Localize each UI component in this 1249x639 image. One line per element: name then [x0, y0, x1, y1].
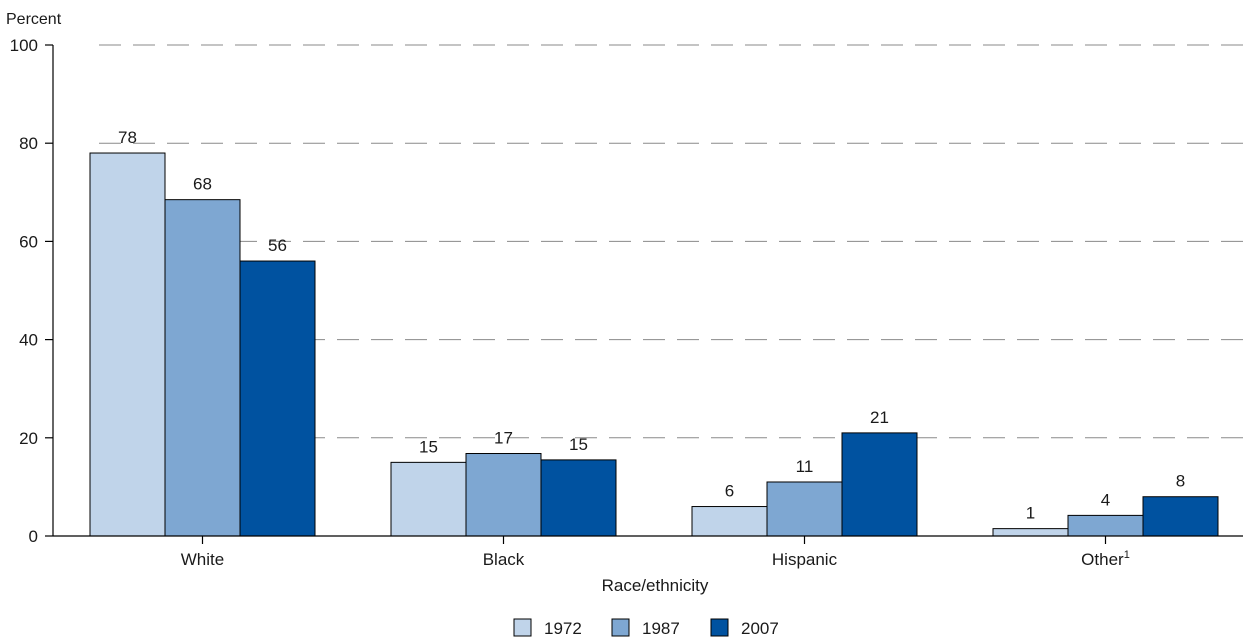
- x-tick-label-other: Other1: [1081, 549, 1130, 569]
- bar-hispanic-1972: [691, 506, 768, 537]
- data-label-white-1987: 68: [193, 175, 212, 194]
- bar-other-2007: [1142, 496, 1219, 537]
- x-tick-label-hispanic: Hispanic: [772, 550, 838, 569]
- y-tick-label-60: 60: [19, 232, 38, 251]
- data-label-hispanic-1987: 11: [796, 457, 814, 476]
- legend-swatch-1987: [611, 618, 630, 637]
- bar-white-1987: [164, 199, 241, 537]
- legend-swatch-1972: [513, 618, 532, 637]
- data-label-white-1972: 78: [118, 128, 137, 147]
- bars: [89, 152, 1219, 537]
- y-tick-label-100: 100: [10, 36, 38, 55]
- legend-label-1987: 1987: [642, 619, 680, 638]
- x-tick-label-black: Black: [483, 550, 525, 569]
- data-label-black-1987: 17: [494, 429, 513, 448]
- data-label-other-1987: 4: [1101, 490, 1110, 509]
- data-label-other-2007: 8: [1176, 472, 1185, 491]
- bar-black-2007: [540, 459, 617, 537]
- legend-swatch-2007: [710, 618, 729, 637]
- bar-other-1987: [1067, 514, 1144, 537]
- legend-label-1972: 1972: [544, 619, 582, 638]
- y-axis-label: Percent: [6, 11, 62, 28]
- y-tick-label-80: 80: [19, 134, 38, 153]
- bar-black-1972: [390, 461, 467, 537]
- bar-other-1972: [992, 528, 1069, 537]
- bar-white-1972: [89, 152, 166, 537]
- footnote-marker: 1: [1124, 549, 1130, 561]
- data-label-hispanic-1972: 6: [725, 482, 734, 501]
- axes: [45, 44, 1243, 544]
- bar-black-1987: [465, 453, 542, 537]
- data-label-black-1972: 15: [419, 437, 438, 456]
- y-tick-label-0: 0: [29, 527, 38, 546]
- x-axis-label: Race/ethnicity: [602, 576, 709, 595]
- legend: 1972 1987 2007: [513, 618, 779, 638]
- y-tick-label-20: 20: [19, 429, 38, 448]
- y-tick-label-40: 40: [19, 331, 38, 350]
- bar-hispanic-2007: [841, 432, 918, 537]
- x-tick-label-white: White: [181, 550, 224, 569]
- bar-white-2007: [239, 260, 316, 537]
- data-label-hispanic-2007: 21: [870, 408, 889, 427]
- data-label-other-1972: 1: [1026, 504, 1035, 523]
- bar-hispanic-1987: [766, 481, 843, 537]
- data-label-white-2007: 56: [268, 236, 287, 255]
- legend-label-2007: 2007: [741, 619, 779, 638]
- data-label-black-2007: 15: [569, 435, 588, 454]
